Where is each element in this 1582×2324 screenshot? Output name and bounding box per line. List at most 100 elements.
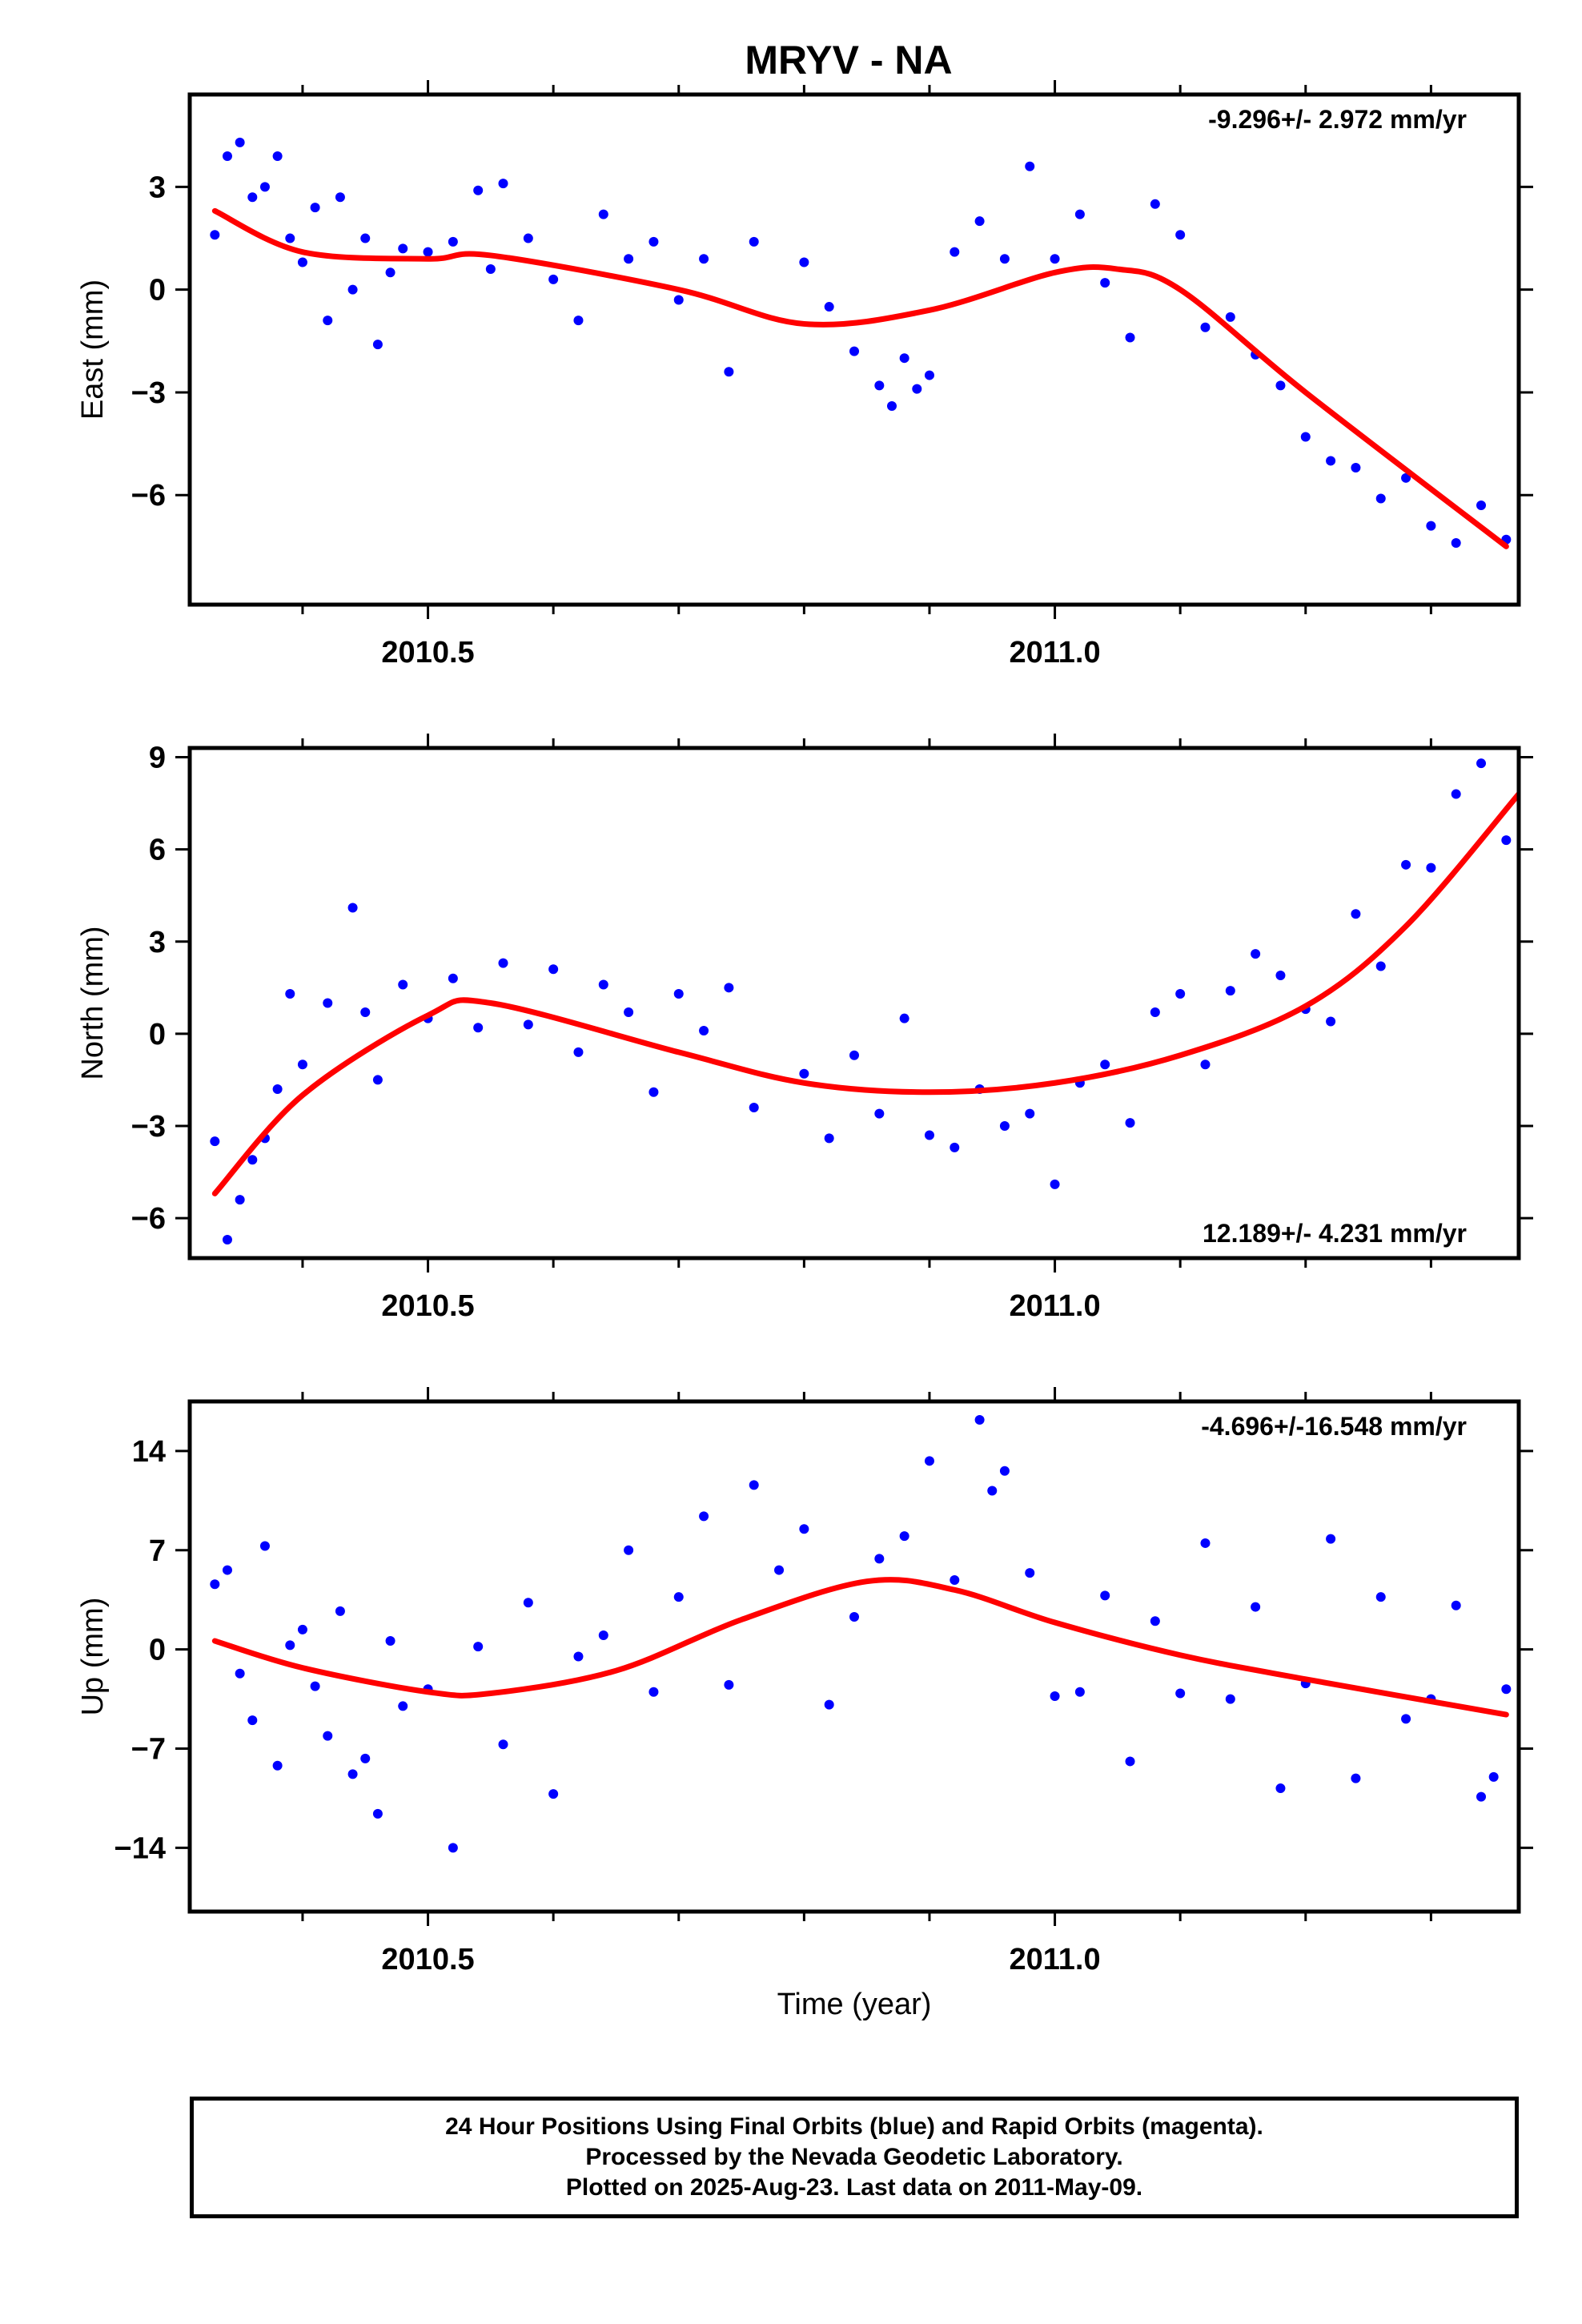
- up-data-point: [899, 1531, 909, 1542]
- north-y-tick-label: 3: [149, 926, 166, 959]
- east-rate-label: -9.296+/- 2.972 mm/yr: [1208, 105, 1467, 134]
- up-data-point: [974, 1415, 985, 1425]
- east-data-point: [673, 295, 684, 305]
- east-data-point: [1100, 278, 1110, 288]
- north-data-point: [1451, 789, 1461, 799]
- north-data-point: [548, 964, 559, 975]
- up-data-point: [548, 1789, 559, 1799]
- north-data-point: [347, 903, 358, 913]
- north-data-point: [598, 979, 608, 990]
- up-data-point: [673, 1592, 684, 1602]
- east-data-point: [950, 247, 960, 257]
- north-y-axis-label: North (mm): [76, 926, 110, 1080]
- north-data-point: [874, 1108, 885, 1119]
- east-data-point: [749, 236, 759, 247]
- east-data-point: [498, 179, 508, 189]
- north-data-point: [473, 1023, 484, 1033]
- north-data-point: [1225, 986, 1235, 996]
- north-data-point: [210, 1136, 220, 1147]
- east-data-point: [886, 401, 897, 412]
- east-y-axis-label: East (mm): [76, 279, 110, 420]
- east-data-point: [285, 233, 295, 243]
- up-data-point: [749, 1480, 759, 1490]
- east-data-point: [297, 257, 307, 267]
- up-x-tick-label: 2011.0: [1009, 1943, 1100, 1976]
- north-data-point: [849, 1050, 859, 1060]
- north-data-point: [222, 1234, 232, 1244]
- up-data-point: [323, 1731, 333, 1741]
- up-data-point: [1100, 1590, 1110, 1601]
- north-data-point: [1426, 862, 1436, 873]
- east-x-tick-label: 2010.5: [381, 636, 474, 669]
- east-data-point: [1225, 312, 1235, 322]
- north-data-point: [924, 1130, 934, 1140]
- east-data-point: [699, 254, 709, 264]
- up-data-point: [699, 1511, 709, 1522]
- up-data-point: [1451, 1600, 1461, 1610]
- up-data-point: [1125, 1756, 1135, 1767]
- up-data-point: [297, 1624, 307, 1634]
- north-data-point: [624, 1007, 634, 1018]
- north-data-point: [398, 979, 408, 990]
- north-data-point: [1150, 1007, 1160, 1018]
- north-data-point: [749, 1102, 759, 1112]
- up-x-tick-label: 2010.5: [381, 1943, 474, 1976]
- up-data-point: [448, 1843, 458, 1853]
- up-data-point: [247, 1715, 258, 1726]
- up-y-tick-label: −7: [131, 1733, 166, 1767]
- east-data-point: [372, 340, 383, 350]
- north-data-point: [285, 988, 295, 999]
- up-data-point: [774, 1565, 785, 1575]
- north-x-tick-label: 2010.5: [381, 1289, 474, 1323]
- north-data-point: [1125, 1118, 1135, 1128]
- up-data-point: [398, 1701, 408, 1711]
- north-y-tick-label: −6: [131, 1202, 166, 1236]
- up-data-point: [385, 1636, 396, 1647]
- east-data-point: [598, 209, 608, 219]
- north-data-point: [1251, 949, 1261, 959]
- footer-line-2: Processed by the Nevada Geodetic Laborat…: [585, 2144, 1123, 2170]
- north-data-point: [1351, 909, 1361, 919]
- up-data-point: [473, 1642, 484, 1652]
- up-data-point: [1074, 1687, 1085, 1697]
- north-data-point: [297, 1059, 307, 1070]
- east-data-point: [523, 233, 533, 243]
- up-data-point: [999, 1466, 1010, 1476]
- north-data-point: [498, 958, 508, 968]
- north-y-tick-label: 0: [149, 1018, 166, 1051]
- x-axis-label: Time (year): [777, 1988, 932, 2021]
- up-data-point: [1401, 1714, 1411, 1724]
- up-data-point: [799, 1524, 809, 1534]
- north-x-tick-label: 2011.0: [1009, 1289, 1100, 1323]
- up-data-point: [987, 1486, 998, 1496]
- north-y-tick-label: 9: [149, 742, 166, 775]
- east-data-point: [485, 264, 496, 275]
- up-data-point: [310, 1681, 320, 1691]
- east-data-point: [423, 247, 433, 257]
- east-data-point: [323, 316, 333, 326]
- up-data-point: [849, 1611, 859, 1622]
- up-data-point: [210, 1579, 220, 1590]
- east-data-point: [347, 284, 358, 295]
- north-plot-frame: [187, 746, 1521, 1261]
- up-rate-label: -4.696+/-16.548 mm/yr: [1201, 1412, 1467, 1441]
- east-plot-frame: [187, 92, 1521, 607]
- east-data-point: [360, 233, 371, 243]
- east-data-point: [1050, 254, 1060, 264]
- east-data-point: [1326, 456, 1336, 466]
- east-data-point: [799, 257, 809, 267]
- north-data-point: [824, 1133, 834, 1144]
- east-data-point: [573, 316, 584, 326]
- north-data-point: [999, 1120, 1010, 1131]
- east-data-point: [210, 230, 220, 240]
- east-data-point: [473, 185, 484, 195]
- north-data-point: [523, 1019, 533, 1030]
- north-data-point: [1375, 961, 1386, 971]
- east-data-point: [259, 182, 270, 192]
- north-data-point: [673, 988, 684, 999]
- up-data-point: [573, 1651, 584, 1662]
- east-y-tick-label: −3: [131, 376, 166, 410]
- north-data-point: [799, 1068, 809, 1079]
- east-data-point: [874, 380, 885, 391]
